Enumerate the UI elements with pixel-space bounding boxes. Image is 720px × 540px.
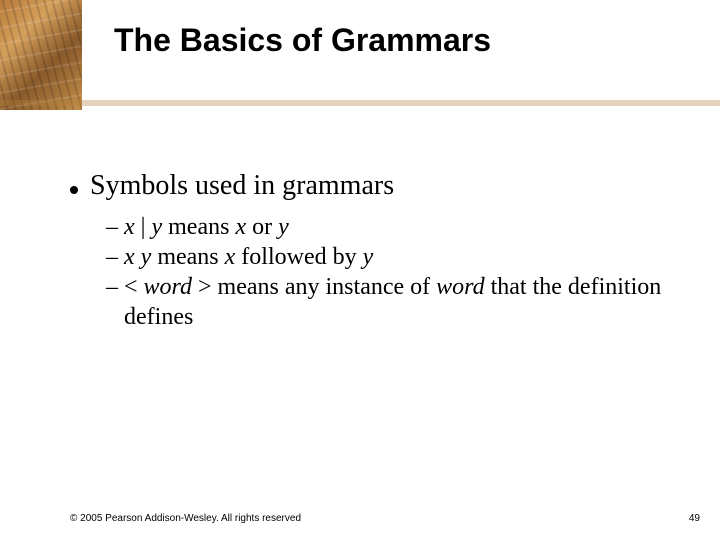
sub-dash: –	[106, 214, 124, 240]
header-accent-bar	[0, 100, 720, 106]
or-text: or	[246, 214, 278, 240]
sub-bullet-list: – x | y means x or y – x y means x follo…	[106, 212, 670, 332]
means-text: means	[162, 214, 235, 240]
var-x: x	[124, 244, 135, 270]
footer-page-number: 49	[689, 513, 700, 524]
var-y: y	[278, 214, 289, 240]
means-text: > means any instance of	[192, 274, 436, 300]
word-token: word	[144, 274, 192, 300]
sub-dash: –	[106, 244, 124, 270]
means-text: means	[151, 244, 224, 270]
bullet-text: Symbols used in grammars	[90, 170, 394, 202]
slide: The Basics of Grammars Symbols used in g…	[0, 0, 720, 540]
var-y: y	[141, 244, 152, 270]
slide-title: The Basics of Grammars	[114, 22, 491, 59]
var-x: x	[124, 214, 135, 240]
pipe-sep: |	[135, 214, 152, 240]
bullet-dot-icon	[70, 186, 78, 194]
var-y: y	[363, 244, 374, 270]
bullet-item: Symbols used in grammars	[70, 170, 670, 202]
content-area: Symbols used in grammars – x | y means x…	[70, 170, 670, 332]
sub-item: – x | y means x or y	[106, 212, 670, 242]
header-band: The Basics of Grammars	[0, 0, 720, 110]
var-x: x	[225, 244, 236, 270]
followed-text: followed by	[235, 244, 362, 270]
footer-copyright: © 2005 Pearson Addison-Wesley. All right…	[70, 513, 301, 524]
sub-item: – < word > means any instance of word th…	[106, 272, 670, 332]
sub-item: – x y means x followed by y	[106, 242, 670, 272]
sub-dash: – <	[106, 274, 144, 300]
var-x: x	[235, 214, 246, 240]
word-token: word	[436, 274, 484, 300]
var-y: y	[151, 214, 162, 240]
header-decorative-image	[0, 0, 82, 110]
